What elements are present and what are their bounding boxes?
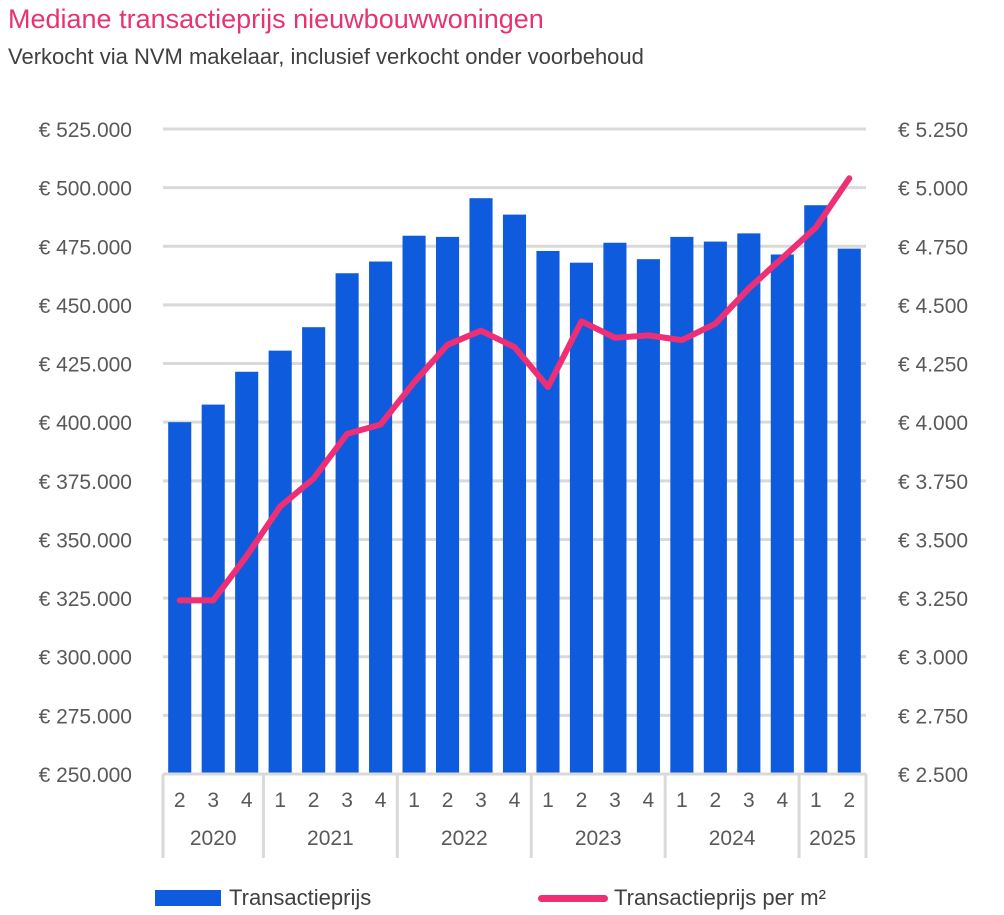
legend-label-transactieprijs: Transactieprijs [229, 885, 372, 910]
y-left-tick-label: € 500.000 [39, 178, 132, 201]
x-quarter-label: 1 [542, 789, 554, 812]
legend-item-transactieprijs-per-m2: Transactieprijs per m² [538, 885, 826, 911]
bar [302, 327, 326, 774]
y-left-tick-label: € 425.000 [39, 354, 132, 377]
bar [837, 248, 861, 775]
x-quarter-label: 3 [609, 789, 621, 812]
x-quarter-label: 3 [341, 789, 353, 812]
bar [636, 259, 660, 774]
bar [335, 273, 359, 774]
y-right-tick-label: € 3.250 [898, 588, 968, 611]
bar [804, 205, 828, 774]
y-right-tick-label: € 4.250 [898, 354, 968, 377]
x-quarter-label: 2 [308, 789, 320, 812]
x-quarter-label: 2 [843, 789, 855, 812]
x-year-label: 2020 [190, 827, 237, 850]
y-left-tick-label: € 400.000 [39, 412, 132, 435]
legend-line-swatch [538, 894, 608, 902]
bar [201, 404, 225, 774]
y-right-tick-label: € 5.250 [898, 119, 968, 142]
x-quarter-label: 2 [442, 789, 454, 812]
x-quarter-label: 2 [576, 789, 588, 812]
bar [502, 214, 527, 775]
y-left-tick-label: € 275.000 [39, 705, 132, 728]
y-left-tick-label: € 350.000 [39, 529, 132, 552]
bar [770, 254, 794, 774]
x-year-label: 2022 [441, 827, 488, 850]
x-quarter-label: 1 [676, 789, 688, 812]
x-quarter-label: 3 [743, 789, 755, 812]
bar [670, 236, 694, 774]
y-right-tick-label: € 4.750 [898, 236, 968, 259]
bar [737, 233, 761, 774]
bar [268, 350, 292, 774]
bar [435, 236, 460, 774]
bar [369, 261, 393, 774]
y-left-tick-label: € 475.000 [39, 236, 132, 259]
x-year-label: 2024 [709, 827, 756, 850]
x-quarter-label: 4 [509, 789, 521, 812]
bar [469, 198, 493, 774]
bar-series-transactieprijs [168, 198, 861, 775]
y-left-tick-label: € 300.000 [39, 647, 132, 670]
y-right-tick-label: € 3.000 [898, 647, 968, 670]
legend-label-transactieprijs-per-m2: Transactieprijs per m² [614, 885, 826, 910]
y-right-tick-label: € 2.750 [898, 705, 968, 728]
x-quarter-label: 3 [207, 789, 219, 812]
y-right-tick-label: € 4.000 [898, 412, 968, 435]
legend-item-transactieprijs: Transactieprijs [155, 885, 371, 911]
line-series-transactieprijs-per-m2 [176, 175, 853, 604]
y-left-tick-label: € 250.000 [39, 764, 132, 787]
y-right-tick-label: € 3.750 [898, 471, 968, 494]
y-left-tick-label: € 450.000 [39, 295, 132, 318]
x-quarter-label: 2 [710, 789, 722, 812]
bar [703, 241, 727, 775]
y-left-tick-label: € 525.000 [39, 119, 132, 142]
bar [235, 371, 259, 774]
bar [603, 242, 627, 775]
y-left-tick-label: € 375.000 [39, 471, 132, 494]
x-quarter-label: 1 [274, 789, 286, 812]
y-left-tick-label: € 325.000 [39, 588, 132, 611]
x-year-label: 2021 [307, 827, 354, 850]
chart-title: Mediane transactieprijs nieuwbouwwoninge… [8, 4, 544, 34]
x-quarter-label: 2 [174, 789, 186, 812]
y-right-tick-label: € 3.500 [898, 529, 968, 552]
x-year-label: 2023 [575, 827, 622, 850]
x-quarter-label: 4 [776, 789, 788, 812]
chart-subtitle: Verkocht via NVM makelaar, inclusief ver… [8, 44, 644, 69]
y-right-tick-label: € 4.500 [898, 295, 968, 318]
x-quarter-label: 4 [375, 789, 387, 812]
x-quarter-label: 4 [241, 789, 253, 812]
x-year-label: 2025 [809, 827, 856, 850]
y-right-tick-label: € 2.500 [898, 764, 968, 787]
legend-bar-swatch [155, 890, 221, 906]
bar [569, 262, 594, 774]
bar [536, 250, 560, 775]
x-quarter-label: 1 [408, 789, 420, 812]
bar [402, 235, 426, 774]
y-axis-ticks: € 525.000 € 5.250 € 500.000 € 5.000 € 475.00… [39, 119, 969, 787]
x-quarter-label: 3 [475, 789, 487, 812]
x-quarter-label: 1 [810, 789, 822, 812]
y-right-tick-label: € 5.000 [898, 178, 968, 201]
x-quarter-label: 4 [643, 789, 655, 812]
